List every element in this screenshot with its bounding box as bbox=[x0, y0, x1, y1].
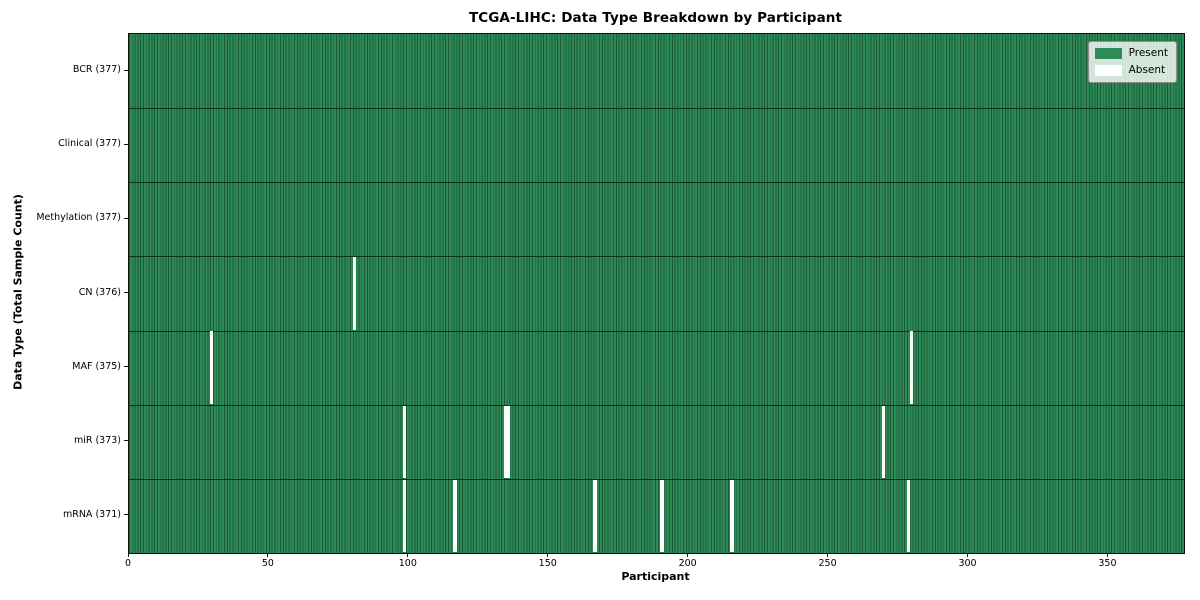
row-separator bbox=[129, 478, 1184, 480]
x-tick-label-350: 350 bbox=[1098, 558, 1117, 569]
x-tick-label-50: 50 bbox=[261, 558, 274, 569]
x-tick-label-100: 100 bbox=[398, 558, 417, 569]
absent-cell-MAF-29 bbox=[209, 331, 214, 404]
row-separator bbox=[129, 108, 1184, 110]
absent-cell-mRNA-116 bbox=[453, 479, 457, 553]
x-tick-mark bbox=[267, 553, 269, 557]
absent-cell-mRNA-278 bbox=[906, 479, 910, 553]
x-tick-mark bbox=[687, 553, 689, 557]
x-tick-label-250: 250 bbox=[818, 558, 837, 569]
absent-cell-CN-80 bbox=[352, 257, 356, 330]
y-tick-mark bbox=[124, 514, 128, 516]
y-tick-label-miR: miR (373) bbox=[73, 434, 121, 446]
y-tick-mark bbox=[124, 217, 128, 219]
legend: Present Absent bbox=[1087, 41, 1177, 83]
absent-cell-MAF-279 bbox=[909, 331, 913, 404]
row-separator bbox=[129, 404, 1184, 406]
row-separator bbox=[129, 182, 1184, 184]
row-separator bbox=[129, 256, 1184, 258]
legend-item-absent: Absent bbox=[1094, 64, 1168, 77]
y-tick-mark bbox=[124, 440, 128, 442]
x-tick-label-300: 300 bbox=[958, 558, 977, 569]
absent-cell-mRNA-215 bbox=[730, 479, 734, 553]
legend-swatch-absent-icon bbox=[1094, 65, 1122, 76]
x-tick-mark bbox=[827, 553, 829, 557]
absent-cell-miR-98 bbox=[403, 405, 407, 479]
row-separator bbox=[129, 330, 1184, 332]
x-tick-label-200: 200 bbox=[678, 558, 697, 569]
y-tick-mark bbox=[124, 143, 128, 145]
y-tick-mark bbox=[124, 292, 128, 293]
legend-label-absent: Absent bbox=[1128, 64, 1166, 76]
x-tick-mark bbox=[127, 553, 129, 557]
y-tick-label-mRNA: mRNA (371) bbox=[62, 508, 121, 520]
absent-cell-miR-269 bbox=[881, 405, 885, 479]
y-tick-label-BCR: BCR (377) bbox=[72, 64, 121, 76]
plot-area: Present Absent bbox=[128, 33, 1185, 554]
x-axis-title: Participant bbox=[621, 570, 690, 583]
y-tick-label-MAF: MAF (375) bbox=[72, 360, 121, 372]
y-tick-mark bbox=[124, 366, 128, 368]
x-tick-mark bbox=[1106, 553, 1108, 557]
x-tick-label-0: 0 bbox=[124, 558, 132, 569]
absent-cell-mRNA-166 bbox=[593, 479, 597, 553]
legend-swatch-present-icon bbox=[1094, 48, 1122, 59]
legend-item-present: Present bbox=[1094, 47, 1168, 60]
x-tick-mark bbox=[547, 553, 549, 557]
chart-title: TCGA-LIHC: Data Type Breakdown by Partic… bbox=[468, 10, 843, 26]
y-tick-label-Methylation: Methylation (377) bbox=[36, 212, 121, 224]
y-tick-label-CN: CN (376) bbox=[78, 286, 121, 298]
y-tick-mark bbox=[124, 69, 128, 71]
y-tick-label-Clinical: Clinical (377) bbox=[58, 138, 121, 150]
absent-cell-miR-135 bbox=[506, 405, 510, 479]
x-tick-mark bbox=[967, 553, 969, 557]
absent-cell-mRNA-98 bbox=[403, 479, 407, 553]
legend-label-present: Present bbox=[1128, 47, 1168, 59]
x-tick-mark bbox=[407, 553, 409, 557]
absent-cell-mRNA-190 bbox=[660, 479, 664, 553]
x-tick-label-150: 150 bbox=[538, 558, 557, 569]
absent-cell-miR-134 bbox=[503, 405, 507, 479]
